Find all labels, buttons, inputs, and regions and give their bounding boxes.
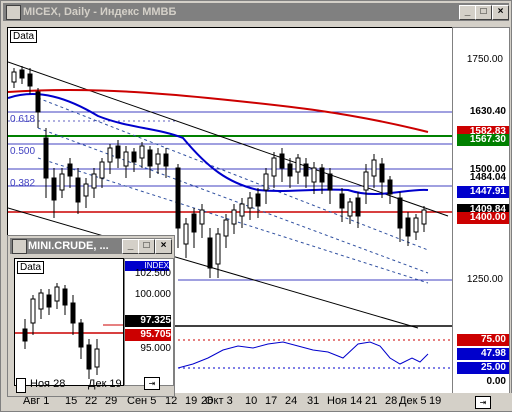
price-chart-svg [8,61,452,369]
x-tick: 21 [365,395,378,407]
sub-x-tick: Дек 19 [88,378,122,390]
x-tick: 15 [65,395,78,407]
close-button[interactable]: × [492,5,509,20]
x-tick: Дек 5 [399,395,427,407]
x-tick: Окт 3 [205,395,233,407]
fib-label-0382: 0.382 [10,178,36,189]
x-tick: 28 [385,395,398,407]
x-tick: Сен 5 [127,395,157,407]
sub-chart-window[interactable]: MINI.CRUDE, ... _ □ × [7,235,175,397]
x-tick: 22 [85,395,98,407]
sub-chart-svg [15,283,123,379]
channel-dashed-1 [37,97,429,251]
sub-price-label-current: 97.325 [125,315,171,327]
x-tick: 24 [285,395,298,407]
sub-y-tick-102: 102.500 [134,268,171,279]
x-tick: 17 [265,395,278,407]
chart-window-icon [6,5,21,20]
date-axis[interactable]: Авг 1 15 22 29 Сен 5 12 19 26 Окт 3 10 1… [1,393,512,411]
x-tick: 29 [105,395,118,407]
minimize-button[interactable]: _ [459,5,476,20]
osc-label-75: 75.00 [457,334,509,346]
index-tag: INDEX [125,261,169,271]
fib-label-0500: 0.500 [10,146,36,157]
price-label-1630: 1630.40 [457,106,509,118]
sub-window-icon [12,239,27,254]
y-tick-1750: 1750.00 [466,54,503,65]
trend-line-lower [8,207,419,329]
price-label-1484: 1484.04 [457,172,509,184]
window-title: MICEX, Daily - Индекс ММВБ [23,6,177,18]
sub-close-button[interactable]: × [155,239,172,254]
sub-x-tick: Ноя 28 [30,378,66,390]
maximize-button[interactable]: □ [475,5,492,20]
sub-price-label-level: 95.705 [125,329,171,341]
oscillator-line [177,341,429,369]
sub-data-tag: Data [17,261,45,274]
x-tick: 12 [165,395,178,407]
candles [11,66,427,278]
sub-minimize-button[interactable]: _ [122,239,139,254]
title-bar[interactable]: MICEX, Daily - Индекс ММВБ _ □ × [3,3,509,21]
price-label-1567: 1567.30 [457,134,509,146]
sma-long [8,89,429,133]
sub-scroll-end-icon[interactable]: ⇥ [144,377,160,390]
x-tick: Ноя 14 [327,395,363,407]
sub-scroll-handle[interactable] [16,378,26,393]
osc-label-value: 47.98 [457,348,509,360]
price-label-1400: 1400.00 [457,212,509,224]
sub-price-axis[interactable]: INDEX 102.500 100.000 97.325 95.705 95.0… [124,258,174,386]
price-label-1447: 1447.91 [457,186,509,198]
x-tick: 19 [429,395,442,407]
sub-candles [22,283,100,379]
trend-line-upper [8,61,449,217]
sub-chart-area[interactable]: Data [14,258,124,386]
sub-maximize-button[interactable]: □ [138,239,155,254]
sub-title-bar[interactable]: MINI.CRUDE, ... _ □ × [10,238,172,254]
scroll-end-icon[interactable]: ⇥ [475,396,491,409]
x-tick: 19 [185,395,198,407]
osc-label-25: 25.00 [457,362,509,374]
x-tick: 10 [245,395,258,407]
fib-label-0618: 0.618 [10,114,36,125]
sma-short [8,93,429,196]
osc-label-0: 0.00 [457,376,509,388]
y-tick-1250: 1250.00 [466,274,503,285]
x-tick: 31 [307,395,320,407]
data-tag: Data [10,30,38,43]
x-tick: Авг 1 [23,395,50,407]
sub-y-tick-100: 100.000 [134,289,171,300]
sub-window-title: MINI.CRUDE, ... [28,240,109,252]
x-tick: 26 [201,395,214,407]
price-axis[interactable]: 1750.00 1250.00 1630.40 1582.83 1567.30 … [452,27,510,395]
sub-y-tick-95: 95.000 [140,343,171,354]
